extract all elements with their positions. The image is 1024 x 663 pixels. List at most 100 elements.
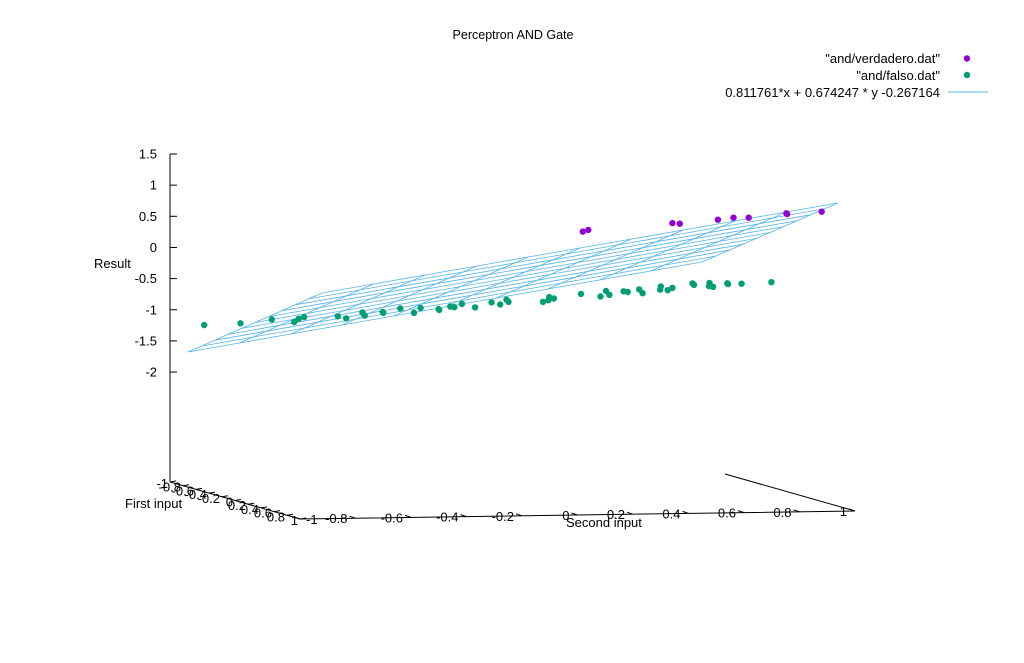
y-axis-label: Second input — [566, 515, 642, 530]
y-tick — [460, 514, 467, 518]
x-tick-label: 0 — [226, 495, 233, 510]
legend-marker-falso — [963, 71, 971, 79]
legend: "and/verdadero.dat" "and/falso.dat" 0.81… — [725, 51, 988, 100]
point-falso — [709, 283, 717, 290]
point-verdadero — [714, 216, 722, 223]
point-falso — [550, 295, 558, 302]
point-verdadero — [730, 214, 737, 221]
point-falso — [624, 288, 631, 296]
point-falso — [689, 280, 696, 287]
x-tick-label: 1 — [291, 513, 298, 528]
y-tick — [682, 510, 689, 514]
point-verdadero — [783, 210, 790, 217]
plane-line — [547, 229, 684, 290]
point-falso — [539, 298, 547, 306]
point-verdadero — [579, 228, 586, 235]
z-tick-label: -2 — [145, 365, 157, 380]
point-falso — [201, 321, 208, 329]
y-tick — [737, 510, 745, 514]
y-tick-label: 0.8 — [773, 505, 791, 520]
x-tick — [208, 491, 216, 494]
plane-line — [444, 247, 581, 308]
y-tick — [515, 513, 523, 517]
y-tick-label: 0 — [562, 508, 569, 523]
z-tick-label: 1.5 — [139, 147, 157, 162]
x-tick-label: 0.4 — [241, 502, 259, 517]
y-tick — [349, 515, 356, 519]
y-tick-label: -0.2 — [492, 509, 514, 524]
legend-marker-verdadero — [963, 55, 971, 62]
point-falso — [669, 284, 676, 291]
point-falso — [471, 304, 479, 311]
x-tick-label: 0.8 — [267, 509, 285, 524]
x-tick-label: 0.6 — [254, 506, 272, 521]
x-tick-label: -0.4 — [185, 487, 207, 502]
x-tick — [195, 487, 203, 490]
point-falso — [435, 305, 442, 313]
z-tick-label: 1 — [150, 178, 157, 193]
z-tick-label: -0.5 — [135, 271, 157, 286]
point-falso — [577, 290, 585, 298]
y-tick-label: 0.4 — [662, 506, 680, 521]
y-tick — [571, 512, 578, 516]
y-tick — [848, 508, 856, 512]
point-falso — [361, 312, 368, 319]
x-tick — [247, 502, 255, 505]
point-verdadero — [669, 219, 676, 227]
point-falso — [380, 309, 387, 316]
x-tick — [182, 484, 190, 487]
z-tick-label: -1.5 — [135, 333, 157, 348]
tick-group: 1.510.50-0.5-1-1.5-2-1 -0.8 -0.6 -0.4 -0.2 0 0… — [135, 147, 856, 528]
point-falso — [291, 318, 298, 326]
point-falso — [458, 300, 466, 308]
y-tick-label: -0.6 — [381, 510, 403, 525]
point-falso — [343, 315, 350, 322]
point-falso — [397, 305, 404, 312]
point-falso — [268, 316, 275, 323]
y-tick-label: -0.4 — [436, 510, 458, 525]
axes-frame — [169, 154, 856, 520]
y-tick — [293, 516, 301, 520]
x-tick — [299, 517, 307, 520]
point-falso — [503, 296, 510, 303]
y-tick — [793, 509, 800, 513]
point-falso — [597, 293, 604, 300]
point-falso — [497, 301, 504, 308]
x-tick-label: -0.2 — [198, 491, 220, 506]
point-falso — [724, 280, 732, 288]
point-falso — [301, 313, 308, 321]
point-verdadero — [676, 220, 683, 227]
z-tick-label: -1 — [145, 302, 157, 317]
data-points — [201, 208, 825, 329]
point-falso — [738, 280, 745, 287]
y-tick — [626, 511, 634, 515]
z-tick-label: 0 — [150, 240, 157, 255]
plane-line — [496, 238, 632, 299]
point-falso — [657, 283, 664, 290]
x-tick — [221, 495, 229, 498]
legend-label-verdadero: "and/verdadero.dat" — [825, 51, 940, 66]
y-tick-label: -0.8 — [325, 511, 347, 526]
x-axis-label: First input — [125, 496, 182, 511]
legend-label-plane: 0.811761*x + 0.674247 * y -0.267164 — [725, 85, 940, 100]
x-tick — [234, 499, 242, 501]
x-tick-label: -0.6 — [172, 483, 194, 498]
plane-line — [650, 211, 787, 272]
point-falso — [488, 299, 495, 306]
y-tick — [404, 514, 412, 518]
point-falso — [295, 315, 302, 322]
y-tick-label: -1 — [306, 512, 318, 527]
point-falso — [639, 290, 646, 297]
x-tick — [273, 510, 281, 513]
point-falso — [237, 320, 244, 327]
z-axis-label: Result — [94, 256, 131, 271]
point-falso — [334, 313, 341, 320]
plane-line — [701, 202, 839, 263]
plane-line — [187, 292, 323, 353]
plane-line — [290, 274, 426, 335]
point-verdadero — [585, 226, 592, 234]
y-tick-label: 1 — [840, 504, 847, 519]
point-falso — [410, 309, 418, 316]
point-falso — [664, 287, 671, 294]
